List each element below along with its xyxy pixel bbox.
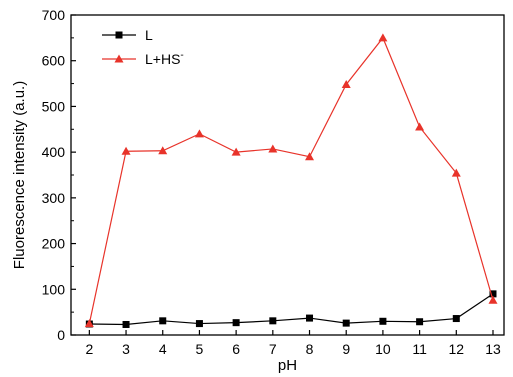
data-point-triangle xyxy=(268,144,278,153)
y-tick-label: 600 xyxy=(42,53,66,69)
x-tick-label: 3 xyxy=(122,341,130,357)
data-point-square xyxy=(122,320,130,328)
series-layer xyxy=(84,33,498,328)
x-tick-label: 4 xyxy=(159,341,167,357)
data-point-square xyxy=(452,315,460,323)
y-tick-label: 0 xyxy=(57,327,65,343)
data-point-square xyxy=(489,290,497,298)
data-point-triangle xyxy=(194,129,204,138)
data-point-triangle xyxy=(158,146,168,155)
x-tick-label: 11 xyxy=(412,341,427,357)
data-point-triangle xyxy=(451,168,461,177)
data-point-triangle xyxy=(341,79,351,88)
series-line-1 xyxy=(88,36,494,324)
data-point-square xyxy=(195,320,203,328)
plot-area-border xyxy=(70,14,505,336)
plot-frame xyxy=(70,14,505,336)
legend-item-L-HS: L+HS- xyxy=(102,50,184,67)
data-point-square xyxy=(159,317,167,325)
y-tick-label: 500 xyxy=(42,98,66,114)
x-tick-label: 5 xyxy=(196,341,204,357)
y-tick-label: 400 xyxy=(42,144,66,160)
data-point-square xyxy=(306,314,314,322)
data-point-square xyxy=(342,319,350,327)
y-axis: 0 100 200 300 400 500 600 700 xyxy=(42,7,76,343)
legend-item-L: L xyxy=(102,27,153,43)
data-point-triangle xyxy=(121,146,131,155)
data-point-triangle xyxy=(84,319,94,328)
data-point-triangle xyxy=(231,147,241,156)
legend-label-L: L xyxy=(145,27,153,43)
data-point-square xyxy=(269,317,277,325)
data-point-triangle xyxy=(305,152,315,161)
legend-label-L-HS: L+HS- xyxy=(145,50,184,67)
x-tick-label: 12 xyxy=(449,341,465,357)
y-axis-title: Fluorescence intensity (a.u.) xyxy=(11,81,28,269)
x-tick-label: 8 xyxy=(306,341,314,357)
x-tick-label: 2 xyxy=(85,341,93,357)
series-line-0 xyxy=(89,293,494,326)
legend: L L+HS- xyxy=(102,27,184,67)
legend-marker-L-HS xyxy=(114,54,124,63)
x-tick-label: 9 xyxy=(342,341,350,357)
x-tick-label: 10 xyxy=(375,341,391,357)
legend-marker-L xyxy=(115,31,123,39)
x-axis-title: pH xyxy=(278,357,297,374)
data-point-square xyxy=(379,317,387,325)
y-tick-label: 200 xyxy=(42,236,66,252)
x-tick-label: 6 xyxy=(232,341,240,357)
legend-label-L-HS-superscript: - xyxy=(180,50,183,61)
y-tick-label: 100 xyxy=(42,281,66,297)
y-tick-label: 700 xyxy=(42,7,66,23)
data-point-square xyxy=(416,318,424,326)
data-point-triangle xyxy=(378,33,388,42)
x-axis: 2 3 4 5 6 7 8 9 10 11 12 13 xyxy=(85,330,501,357)
x-tick-label: 13 xyxy=(485,341,501,357)
data-point-triangle xyxy=(488,295,498,304)
data-point-square xyxy=(232,319,240,327)
x-tick-label: 7 xyxy=(269,341,277,357)
data-point-triangle xyxy=(415,122,425,131)
y-tick-label: 300 xyxy=(42,190,66,206)
legend-label-L-HS-main: L+HS xyxy=(145,51,180,67)
